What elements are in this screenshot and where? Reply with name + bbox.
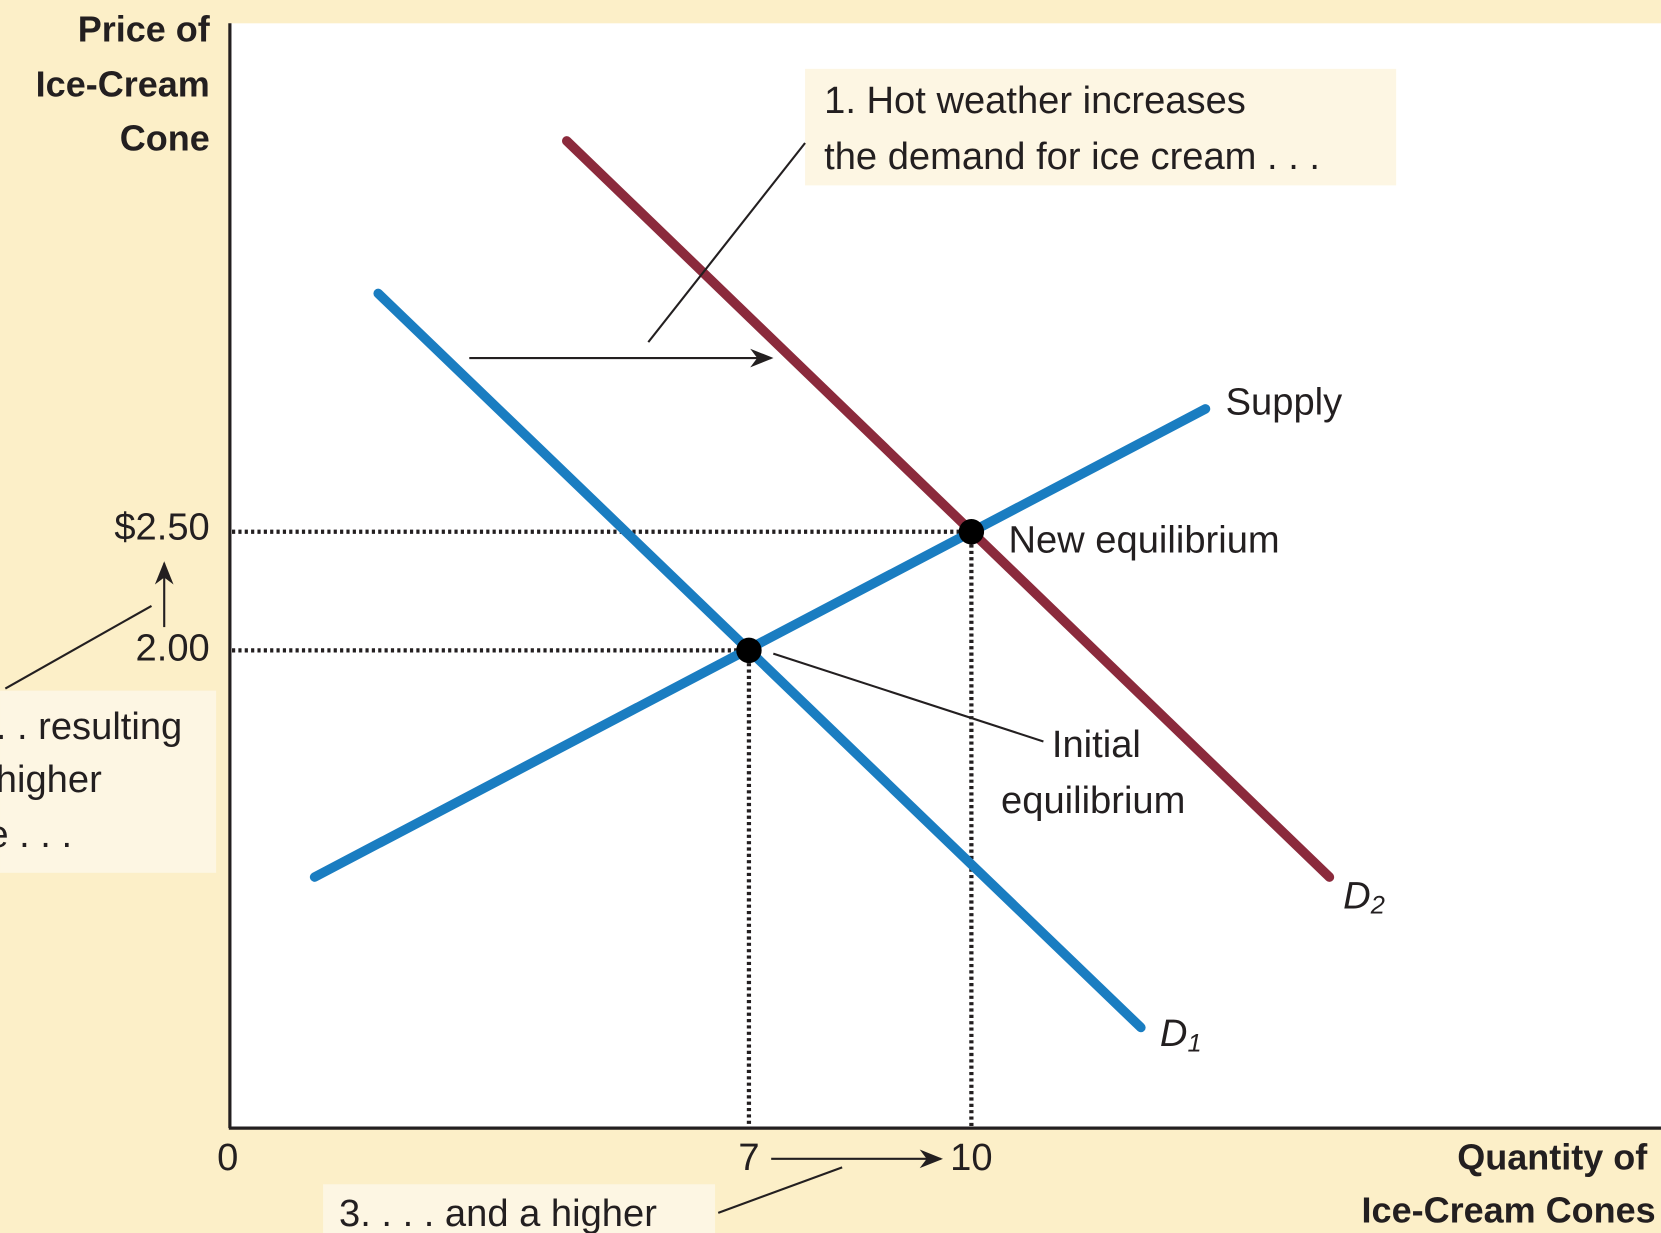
leader-line <box>4 604 153 690</box>
x-axis-label: Ice-Cream Cones <box>1362 1189 1656 1230</box>
annotation: higher <box>0 758 102 801</box>
x-tick-label: 0 <box>217 1136 238 1179</box>
d1-subscript: 1 <box>1187 1029 1201 1057</box>
plot-area <box>229 23 1661 1129</box>
demand-curve-2 <box>561 136 1335 882</box>
y-axis-label: Price of <box>78 8 211 49</box>
initial-equilibrium-point <box>736 637 762 664</box>
y-axis-label: Cone <box>120 117 210 158</box>
x-axis-label: Quantity of <box>1457 1136 1648 1177</box>
demand-curve-1 <box>373 288 1146 1033</box>
x-tick-label: 10 <box>950 1136 992 1179</box>
leader-line <box>717 1166 843 1214</box>
annotation-box <box>0 690 217 873</box>
d2-letter: D <box>1343 874 1371 917</box>
supply-curve <box>309 404 1211 882</box>
point-label: equilibrium <box>1001 779 1185 822</box>
point-label: New equilibrium <box>1008 518 1279 561</box>
y-tick-label: $2.50 <box>114 506 209 549</box>
annotation: e . . . <box>0 813 72 856</box>
annotation: 1. Hot weather increases <box>824 79 1246 122</box>
annotation: . . resulting <box>0 705 182 748</box>
y-tick-label: 2.00 <box>136 626 210 669</box>
supply-label: Supply <box>1226 381 1343 424</box>
new-equilibrium-point <box>958 519 985 545</box>
annotation: the demand for ice cream . . . <box>824 135 1320 178</box>
d1-label: D1 <box>1160 1012 1202 1057</box>
leader-line <box>772 652 1044 743</box>
d1-letter: D <box>1160 1012 1188 1055</box>
point-label: Initial <box>1052 723 1141 766</box>
annotation-box <box>323 1184 716 1233</box>
x-tick-label: 7 <box>738 1136 759 1179</box>
y-axis-label: Ice-Cream <box>36 63 210 104</box>
d2-subscript: 2 <box>1370 891 1385 919</box>
leader-line <box>647 142 806 343</box>
d2-label: D2 <box>1343 874 1385 919</box>
annotation-box <box>805 68 1397 186</box>
annotation: 3. . . . and a higher <box>339 1192 657 1233</box>
